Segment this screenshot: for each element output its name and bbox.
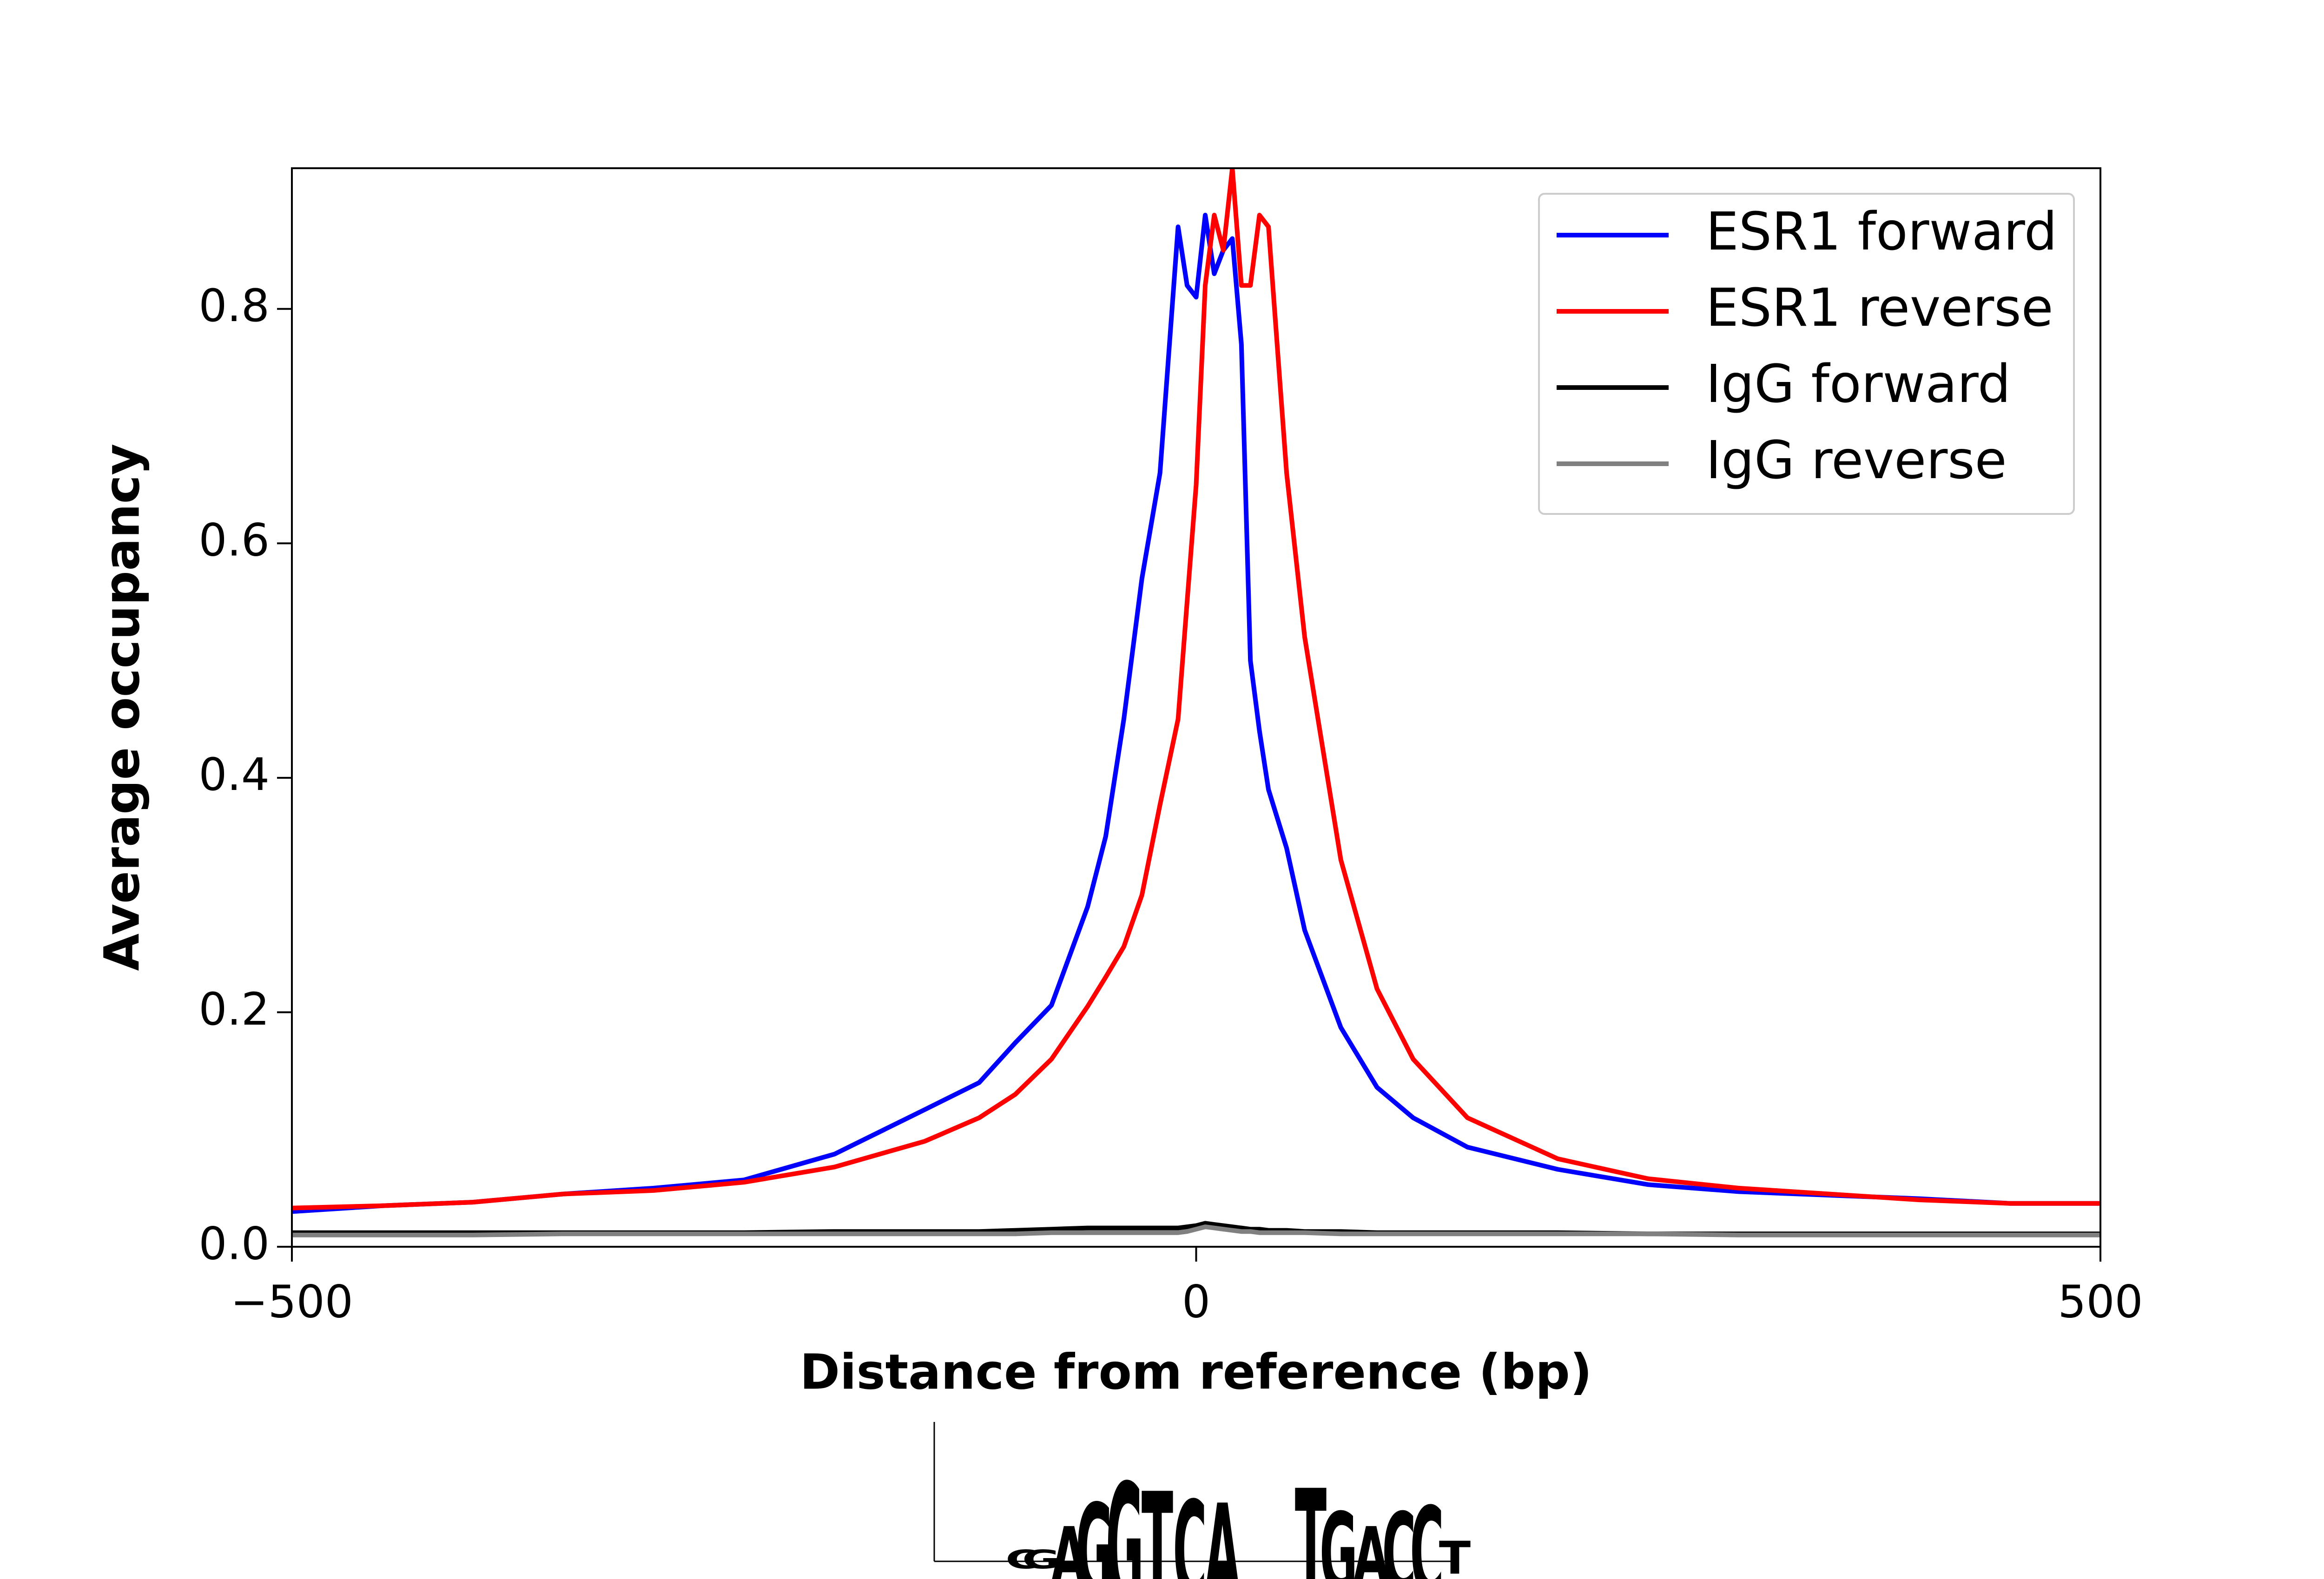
- legend-label: ESR1 forward: [1706, 202, 2057, 262]
- plot-frame: [291, 167, 2101, 1248]
- logo-letter: T: [1142, 1461, 1173, 1579]
- y-axis-label: Average occupancy: [93, 444, 150, 971]
- logo-letter: C: [1005, 1545, 1039, 1575]
- legend-label: IgG reverse: [1706, 430, 2007, 491]
- logo-letter: G: [1076, 1477, 1114, 1579]
- legend-label: ESR1 reverse: [1706, 278, 2053, 338]
- logo-letter: A: [1204, 1477, 1240, 1579]
- logo-letter: G: [1320, 1490, 1358, 1579]
- logo-letter: C: [1410, 1482, 1444, 1579]
- x-tick-label: −500: [231, 1276, 353, 1328]
- logo-letter: A: [1353, 1511, 1389, 1579]
- legend-box: [1538, 193, 2075, 515]
- y-tick-label: 0.6: [198, 514, 270, 566]
- logo-letter: G: [1022, 1545, 1060, 1575]
- logo-letter: T: [1295, 1456, 1327, 1579]
- y-tick-label: 0.0: [198, 1217, 270, 1270]
- logo-letter: G: [1106, 1447, 1144, 1579]
- logo-letter: A: [1051, 1511, 1087, 1579]
- logo-letter: C: [1173, 1474, 1207, 1579]
- series-line: [292, 168, 2100, 1211]
- x-tick-label: 0: [1182, 1276, 1210, 1328]
- y-tick-label: 0.8: [198, 280, 270, 332]
- legend-label: IgG forward: [1706, 354, 2011, 414]
- y-tick-label: 0.4: [198, 749, 270, 801]
- logo-letter: T: [1439, 1532, 1471, 1579]
- x-axis-label: Distance from reference (bp): [800, 1343, 1592, 1400]
- series-line: [292, 1224, 2100, 1237]
- logo-letter: C: [1382, 1490, 1416, 1579]
- y-tick-label: 0.2: [198, 983, 270, 1035]
- x-tick-label: 500: [2058, 1276, 2143, 1328]
